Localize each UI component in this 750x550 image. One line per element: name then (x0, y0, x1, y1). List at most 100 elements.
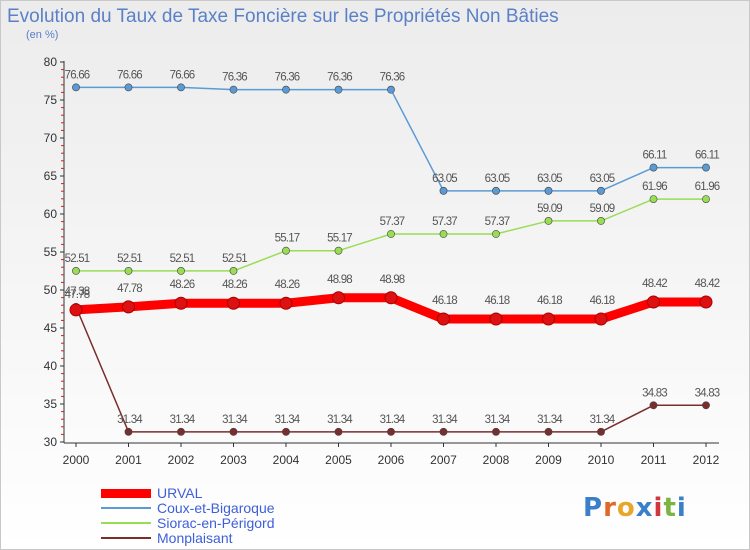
data-point (597, 217, 605, 225)
data-point (492, 230, 500, 238)
data-label: 31.34 (590, 414, 616, 426)
y-tick-label: 75 (44, 93, 58, 107)
x-tick-label: 2010 (588, 453, 615, 467)
data-label: 63.05 (485, 173, 510, 185)
x-tick-label: 2004 (273, 453, 300, 467)
logo-letter: t (663, 493, 677, 523)
data-point (544, 427, 553, 436)
data-point (174, 296, 188, 310)
data-point (282, 246, 290, 255)
data-label: 31.34 (117, 414, 143, 426)
chart-legend: URVAL Coux-et-Bigaroque Siorac-en-Périgord… (101, 485, 361, 546)
data-label: 57.37 (380, 216, 405, 228)
legend-swatch (101, 522, 151, 524)
data-label: 46.18 (485, 295, 510, 307)
data-label: 66.11 (643, 150, 667, 162)
data-point (334, 246, 343, 255)
data-label: 48.26 (170, 279, 195, 291)
data-label: 63.05 (537, 173, 562, 185)
data-label: 59.09 (590, 203, 615, 215)
data-label: 59.09 (537, 203, 562, 215)
data-point (597, 427, 605, 436)
data-label: 76.66 (65, 69, 90, 81)
data-point (492, 186, 500, 195)
data-point (177, 83, 185, 92)
legend-label: URVAL (157, 485, 203, 501)
logo-letter: x (635, 493, 654, 523)
y-tick-label: 70 (44, 131, 58, 145)
data-point (649, 401, 658, 410)
data-label: 34.83 (642, 387, 667, 399)
data-label: 52.51 (170, 253, 195, 265)
data-label: 46.18 (432, 295, 457, 307)
data-point (124, 427, 133, 436)
proxiti-logo: Proxiti (583, 493, 687, 523)
chart-data-labels: 76.66 76.66 76.66 76.36 76.36 76.36 76.36 63.05… (65, 69, 721, 426)
data-point (72, 267, 80, 275)
data-label: 55.17 (327, 233, 352, 245)
logo-letter: r (603, 493, 617, 523)
x-tick-label: 2011 (641, 453, 667, 467)
x-tick-label: 2006 (378, 453, 405, 467)
data-point (544, 217, 553, 225)
data-point (647, 295, 660, 309)
data-point (542, 312, 555, 326)
data-point (439, 427, 448, 436)
data-label: 31.34 (222, 414, 248, 426)
legend-label: Siorac-en-Périgord (157, 515, 275, 531)
data-point (72, 83, 80, 92)
data-point (229, 427, 238, 436)
data-label: 52.51 (117, 253, 142, 265)
data-label: 48.98 (327, 274, 352, 286)
y-tick-label: 45 (44, 321, 58, 335)
data-point (124, 83, 133, 92)
data-point (437, 312, 450, 326)
data-label: 31.34 (170, 414, 196, 426)
data-label: 76.66 (117, 69, 142, 81)
legend-item: Coux-et-Bigaroque (101, 500, 361, 516)
chart-subtitle: (en %) (26, 29, 59, 41)
data-label: 63.05 (590, 173, 615, 185)
legend-label: Coux-et-Bigaroque (157, 500, 275, 516)
data-label: 46.18 (537, 295, 562, 307)
chart-points (69, 83, 713, 436)
data-label: 48.98 (380, 274, 405, 286)
data-point (69, 303, 83, 317)
data-label: 46.18 (590, 295, 615, 307)
data-label: 63.05 (432, 173, 457, 185)
x-tick-label: 2001 (115, 453, 142, 467)
data-point (282, 427, 290, 436)
data-label: 76.36 (275, 72, 300, 84)
y-tick-label: 30 (44, 435, 58, 449)
legend-label: Monplaisant (157, 530, 233, 546)
data-point (124, 267, 133, 275)
data-point (702, 195, 710, 204)
x-tick-label: 2002 (168, 453, 195, 467)
data-point (702, 401, 710, 410)
data-label: 52.51 (65, 253, 90, 265)
data-point (702, 163, 710, 172)
data-label: 31.34 (327, 414, 353, 426)
x-tick-label: 2008 (483, 453, 510, 467)
legend-swatch (101, 537, 151, 539)
x-tick-label: 2012 (693, 453, 720, 467)
data-label: 48.26 (275, 279, 300, 291)
data-point (334, 427, 343, 436)
data-label: 31.34 (432, 414, 458, 426)
data-label: 76.66 (170, 69, 195, 81)
data-point (544, 186, 553, 195)
data-point (177, 267, 185, 275)
legend-item: Monplaisant (101, 530, 361, 546)
data-point (387, 427, 395, 436)
data-label: 48.42 (642, 278, 667, 290)
y-tick-label: 50 (44, 283, 58, 297)
data-label: 61.96 (695, 181, 720, 193)
data-point (649, 163, 658, 172)
x-tick-label: 2003 (220, 453, 247, 467)
data-label: 76.36 (327, 72, 352, 84)
data-point (177, 427, 185, 436)
data-point (439, 186, 448, 195)
data-label: 31.34 (485, 414, 511, 426)
data-point (279, 296, 293, 310)
